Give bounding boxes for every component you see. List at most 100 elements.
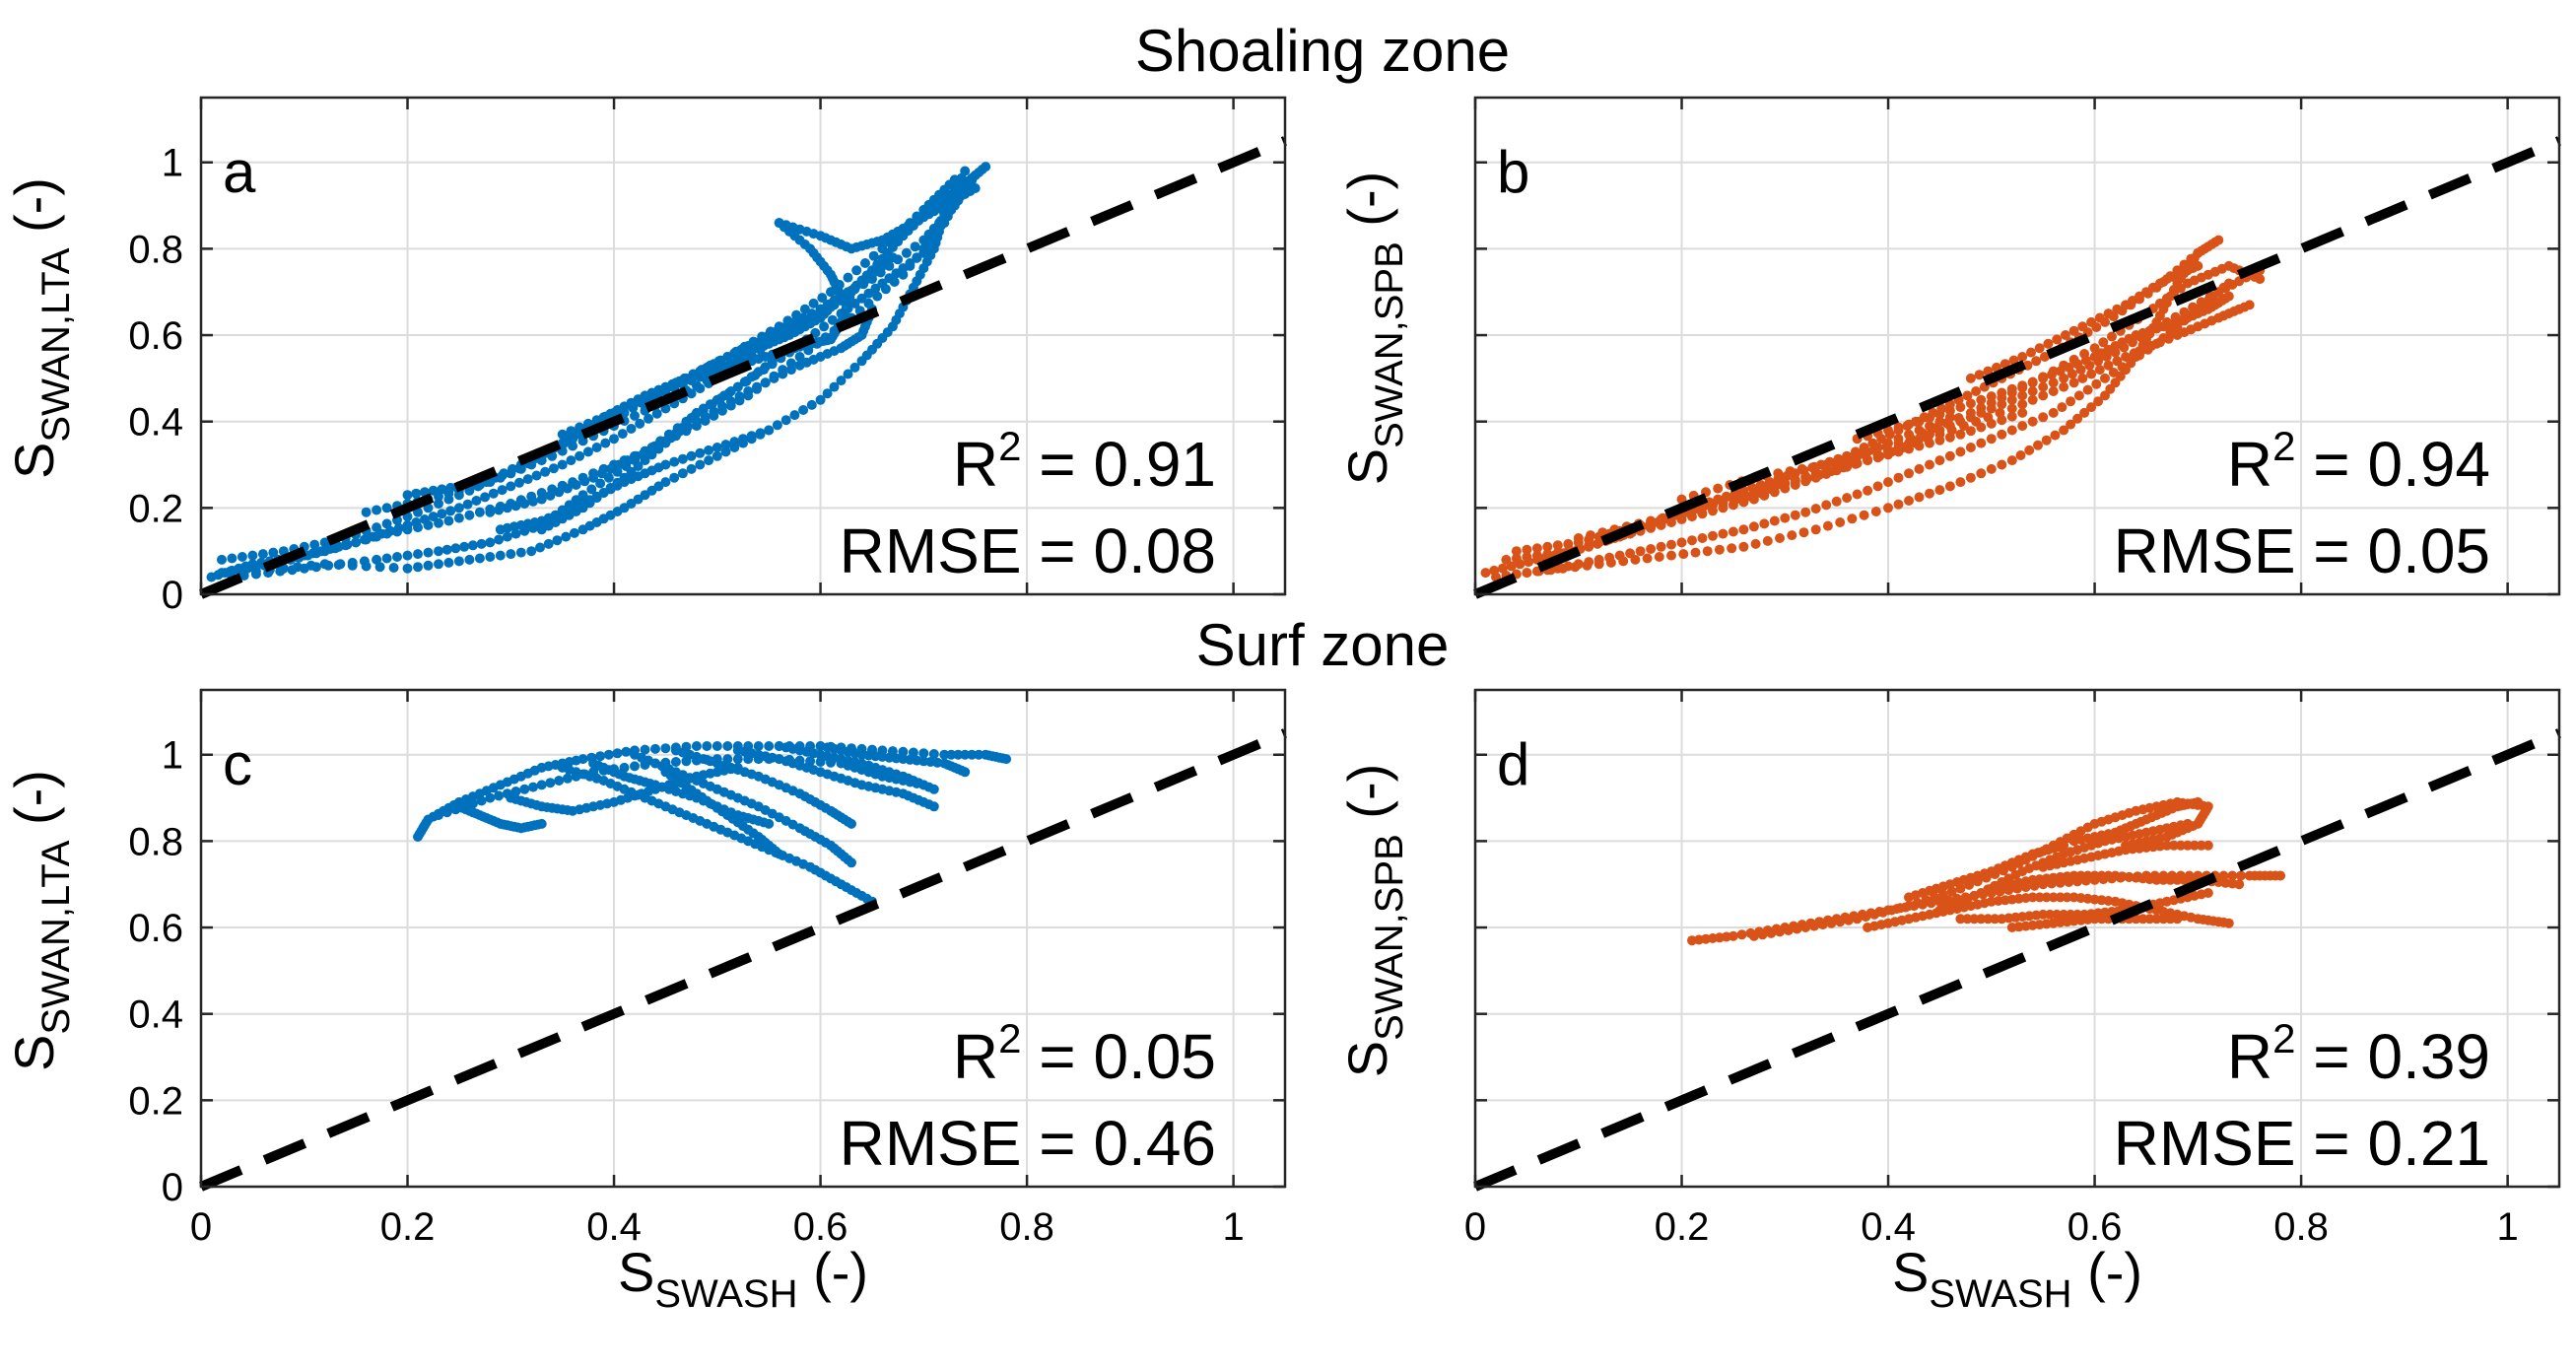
data-point: [340, 540, 351, 551]
data-point: [1727, 543, 1737, 554]
data-point: [2112, 356, 2123, 367]
data-point: [423, 519, 434, 530]
data-point: [1736, 929, 1747, 940]
data-point: [1728, 930, 1738, 941]
data-point: [445, 506, 456, 516]
data-point: [374, 562, 385, 573]
data-point: [2043, 338, 2054, 349]
x-tick-label: 0.2: [1655, 1205, 1710, 1249]
data-point: [2161, 293, 2172, 304]
data-point: [2137, 914, 2148, 924]
data-point: [815, 757, 826, 767]
data-point: [891, 268, 902, 279]
data-point: [1904, 429, 1914, 440]
data-point: [2103, 870, 2114, 881]
data-point: [2182, 840, 2193, 851]
data-point: [1798, 527, 1809, 538]
data-series-swan-lta: [206, 162, 991, 582]
data-point: [2080, 355, 2091, 366]
data-point: [1646, 517, 1657, 527]
data-point: [2027, 394, 2038, 405]
y-tick-label: 0.4: [128, 993, 183, 1037]
data-point: [443, 557, 454, 568]
data-point: [2068, 325, 2079, 336]
data-point: [577, 754, 588, 765]
data-point: [1522, 568, 1532, 579]
data-point: [785, 365, 796, 376]
y-axis-label-main: S: [1336, 1041, 1398, 1077]
data-point: [1852, 450, 1863, 461]
axes-box: [199, 96, 1287, 596]
data-point: [2033, 440, 2043, 450]
data-series-swan-lta: [413, 741, 1012, 907]
data-point: [257, 549, 268, 560]
data-point: [1654, 552, 1664, 562]
data-point: [2006, 394, 2017, 405]
data-point: [1542, 541, 1553, 552]
data-point: [1944, 481, 1955, 492]
data-point: [423, 560, 434, 571]
data-point: [2165, 914, 2176, 924]
data-point: [361, 507, 372, 517]
data-point: [2182, 818, 2193, 829]
data-point: [392, 526, 402, 537]
data-point: [1863, 446, 1873, 457]
data-point: [1914, 441, 1925, 451]
data-point: [1904, 496, 1914, 506]
data-point: [1800, 923, 1811, 932]
data-point: [1883, 477, 1893, 488]
y-axis-label-unit: (-): [3, 770, 65, 841]
data-point: [1914, 416, 1925, 427]
data-point: [870, 283, 881, 294]
data-point: [1886, 905, 1897, 916]
data-point: [450, 543, 461, 554]
data-point: [626, 400, 637, 411]
x-axis-label-main: S: [618, 1241, 654, 1303]
y-axis-label-subscript: SWAN,LTA: [34, 247, 78, 442]
data-point: [2041, 892, 2052, 903]
stat-r-value: = 0.39: [2296, 1021, 2491, 1092]
data-point: [2015, 450, 2026, 460]
stat-rmse: RMSE = 0.08: [840, 515, 1216, 586]
y-axis-label: SSWAN,SPB (-): [1336, 171, 1411, 486]
data-point: [1912, 898, 1923, 909]
data-point: [506, 468, 516, 479]
stat-rmse: RMSE = 0.21: [2114, 1108, 2490, 1179]
data-point: [2017, 399, 2028, 410]
data-point: [2017, 421, 2028, 432]
data-point: [2094, 312, 2105, 323]
data-point: [2006, 455, 2017, 466]
data-point: [1542, 549, 1553, 560]
data-point: [464, 510, 475, 520]
data-point: [2196, 297, 2206, 308]
data-point: [1976, 402, 1987, 413]
data-point: [1835, 517, 1846, 527]
data-point: [1835, 917, 1846, 927]
data-point: [536, 494, 547, 505]
data-point: [1558, 563, 1568, 574]
data-point: [1713, 483, 1724, 494]
data-point: [2137, 344, 2148, 355]
data-point: [536, 818, 547, 829]
data-point: [2059, 425, 2069, 436]
data-point: [381, 518, 392, 529]
data-point: [2052, 909, 2063, 920]
data-point: [434, 499, 443, 509]
data-point: [1914, 492, 1925, 503]
data-point: [2048, 407, 2059, 418]
data-point: [2038, 381, 2049, 392]
data-point: [2165, 874, 2176, 885]
data-point: [1708, 499, 1718, 509]
data-point: [519, 784, 530, 794]
data-point: [2006, 403, 2017, 414]
data-point: [402, 550, 413, 561]
data-point: [2154, 298, 2165, 308]
data-point: [2027, 892, 2038, 903]
data-point: [612, 748, 623, 759]
data-point: [548, 463, 559, 474]
data-point: [905, 258, 915, 268]
y-tick-label: 0.2: [128, 487, 183, 530]
y-axis-label-subscript: SWAN,SPB: [1368, 834, 1411, 1041]
data-point: [970, 183, 981, 193]
panel-b: b R2 = 0.94 RMSE = 0.05 SSWAN,SPB (-): [1336, 96, 2561, 599]
